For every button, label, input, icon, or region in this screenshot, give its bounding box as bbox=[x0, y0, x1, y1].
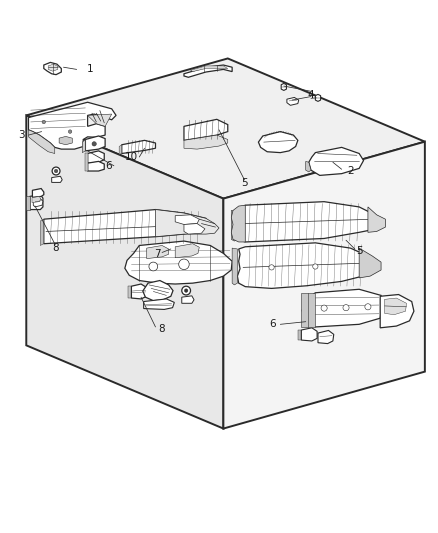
Polygon shape bbox=[85, 136, 105, 151]
Polygon shape bbox=[301, 293, 315, 327]
Text: 7: 7 bbox=[154, 249, 161, 259]
Circle shape bbox=[321, 305, 327, 311]
Polygon shape bbox=[281, 84, 286, 91]
Circle shape bbox=[184, 289, 188, 292]
Polygon shape bbox=[385, 298, 406, 314]
Polygon shape bbox=[223, 142, 425, 429]
Polygon shape bbox=[147, 246, 169, 259]
Polygon shape bbox=[82, 140, 85, 152]
Polygon shape bbox=[258, 132, 298, 152]
Polygon shape bbox=[144, 299, 174, 310]
Polygon shape bbox=[306, 161, 311, 172]
Polygon shape bbox=[28, 102, 116, 149]
Circle shape bbox=[343, 304, 349, 311]
Polygon shape bbox=[155, 209, 219, 237]
Polygon shape bbox=[26, 197, 30, 209]
Polygon shape bbox=[85, 154, 88, 171]
Circle shape bbox=[68, 130, 72, 133]
Polygon shape bbox=[44, 209, 210, 244]
Polygon shape bbox=[232, 248, 237, 285]
Text: 3: 3 bbox=[18, 130, 25, 140]
Polygon shape bbox=[182, 296, 194, 303]
Polygon shape bbox=[59, 136, 72, 145]
Circle shape bbox=[42, 120, 46, 124]
Polygon shape bbox=[234, 201, 377, 242]
Polygon shape bbox=[32, 189, 44, 197]
Polygon shape bbox=[26, 115, 223, 429]
Circle shape bbox=[54, 169, 58, 173]
Polygon shape bbox=[237, 243, 372, 288]
Polygon shape bbox=[28, 130, 55, 154]
Polygon shape bbox=[33, 199, 43, 207]
Text: 5: 5 bbox=[356, 246, 363, 256]
Polygon shape bbox=[52, 176, 62, 182]
Polygon shape bbox=[231, 205, 245, 242]
Polygon shape bbox=[88, 114, 112, 126]
Text: 1: 1 bbox=[86, 64, 93, 75]
Polygon shape bbox=[44, 62, 61, 75]
Polygon shape bbox=[175, 215, 199, 224]
Circle shape bbox=[313, 264, 318, 269]
Polygon shape bbox=[318, 330, 334, 344]
Circle shape bbox=[179, 259, 189, 270]
Polygon shape bbox=[175, 244, 199, 258]
Text: 4: 4 bbox=[307, 90, 314, 100]
Polygon shape bbox=[40, 219, 44, 246]
Circle shape bbox=[149, 262, 158, 271]
Circle shape bbox=[52, 167, 60, 175]
Polygon shape bbox=[119, 145, 122, 155]
Polygon shape bbox=[359, 248, 381, 278]
Polygon shape bbox=[122, 140, 155, 154]
Text: 10: 10 bbox=[125, 152, 138, 162]
Circle shape bbox=[365, 304, 371, 310]
Text: 2: 2 bbox=[347, 166, 354, 176]
Polygon shape bbox=[368, 207, 385, 232]
Text: 6: 6 bbox=[269, 319, 276, 329]
Polygon shape bbox=[184, 65, 232, 77]
Polygon shape bbox=[88, 161, 104, 171]
Text: 5: 5 bbox=[241, 178, 248, 188]
Polygon shape bbox=[315, 94, 321, 101]
Circle shape bbox=[182, 286, 191, 295]
Circle shape bbox=[269, 265, 274, 270]
Polygon shape bbox=[131, 284, 147, 299]
Polygon shape bbox=[125, 241, 232, 284]
Polygon shape bbox=[32, 197, 41, 203]
Polygon shape bbox=[302, 289, 382, 327]
Polygon shape bbox=[88, 151, 104, 163]
Polygon shape bbox=[298, 330, 301, 340]
Polygon shape bbox=[128, 286, 131, 298]
Polygon shape bbox=[184, 223, 205, 234]
Text: 8: 8 bbox=[158, 324, 165, 334]
Polygon shape bbox=[191, 66, 228, 71]
Circle shape bbox=[92, 142, 96, 146]
Polygon shape bbox=[231, 211, 237, 241]
Polygon shape bbox=[48, 64, 58, 71]
Polygon shape bbox=[26, 59, 425, 199]
Text: 8: 8 bbox=[52, 243, 59, 253]
Polygon shape bbox=[184, 135, 228, 149]
Polygon shape bbox=[30, 195, 43, 209]
Polygon shape bbox=[287, 98, 299, 106]
Polygon shape bbox=[301, 328, 317, 341]
Polygon shape bbox=[380, 295, 414, 328]
Polygon shape bbox=[309, 147, 364, 175]
Polygon shape bbox=[184, 119, 228, 140]
Polygon shape bbox=[143, 280, 173, 301]
Text: 6: 6 bbox=[105, 161, 112, 171]
